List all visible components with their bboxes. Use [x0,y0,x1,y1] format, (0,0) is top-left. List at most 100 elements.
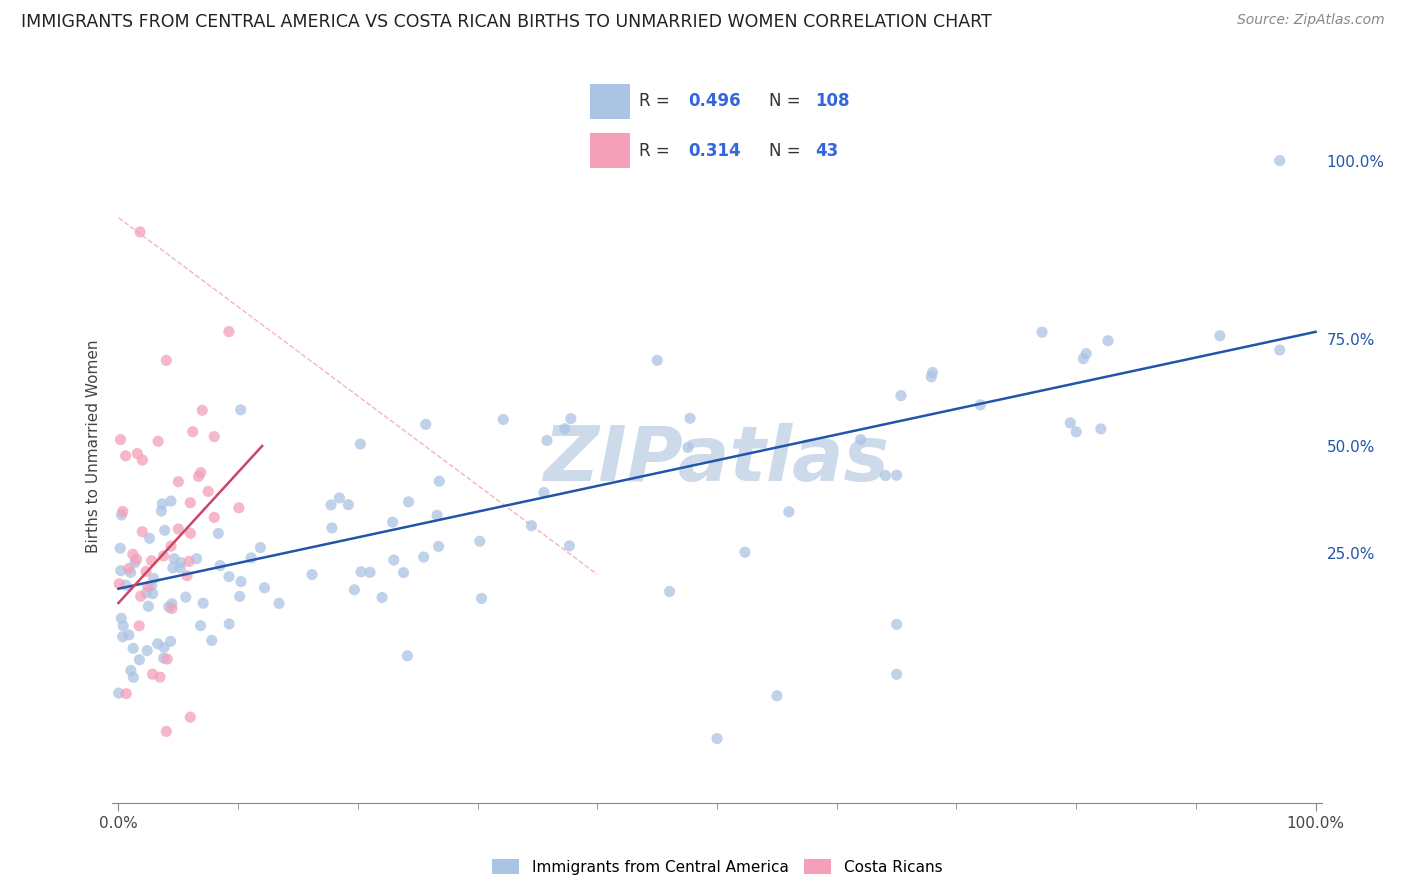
Point [920,369,942,384]
Point [177,554,200,568]
Point [658,584,681,599]
Point [174,590,197,604]
Point [207,526,229,541]
Point [179,526,201,541]
Point [141,554,163,568]
Point [558,539,581,553]
Point [267,596,290,610]
Point [136,580,159,594]
Point [118,628,141,642]
Point [218,569,240,583]
Text: N =: N = [769,142,806,160]
Point [415,417,437,432]
Point [427,540,450,554]
Point [875,468,897,483]
Point [886,617,908,632]
Point [468,534,491,549]
Point [131,524,153,539]
Point [359,566,381,580]
Point [135,565,157,579]
Point [138,531,160,545]
Text: ZIPatlas: ZIPatlas [544,424,890,497]
Point [398,495,420,509]
Point [1031,325,1053,339]
Point [412,550,434,565]
Point [218,617,240,632]
Point [163,551,186,566]
Point [128,653,150,667]
Point [520,518,543,533]
Point [122,670,145,684]
Point [167,522,190,536]
Text: 43: 43 [815,142,839,160]
Point [141,578,163,592]
Text: N =: N = [769,93,806,111]
Point [150,504,173,518]
Point [228,500,250,515]
Point [160,597,183,611]
Point [343,582,366,597]
Point [107,686,129,700]
Point [427,474,450,488]
Point [121,547,143,561]
Point [1209,328,1232,343]
Legend: Immigrants from Central America, Costa Ricans: Immigrants from Central America, Costa R… [486,853,948,880]
Point [108,577,131,591]
Point [169,561,191,575]
Point [337,498,360,512]
Point [396,648,419,663]
Point [554,422,576,436]
Point [129,589,152,603]
Point [321,521,343,535]
Point [160,601,183,615]
Point [190,466,212,480]
Point [110,564,132,578]
Point [229,402,252,417]
Point [536,434,558,448]
Point [127,447,149,461]
Point [218,325,240,339]
Point [1071,351,1094,366]
Point [778,505,800,519]
Point [120,664,142,678]
Point [142,571,165,585]
Point [319,498,342,512]
Point [886,468,908,483]
Point [381,515,404,529]
Point [167,475,190,489]
Point [122,641,145,656]
Point [249,541,271,555]
Bar [589,133,630,168]
Point [155,353,177,368]
Point [197,484,219,499]
Point [114,824,136,838]
Point [560,411,582,425]
Point [115,578,138,592]
Point [734,545,756,559]
Point [191,403,214,417]
Point [179,496,201,510]
Point [146,637,169,651]
Point [1097,334,1119,348]
Point [110,541,132,556]
Point [159,634,181,648]
Point [229,574,252,589]
Point [125,552,148,566]
Point [153,640,176,655]
Text: 0.314: 0.314 [689,142,741,160]
Point [328,491,350,505]
Point [349,437,371,451]
Point [120,566,142,580]
Point [190,618,212,632]
Point [153,523,176,537]
Point [1268,343,1291,357]
Point [110,611,132,625]
Point [160,539,183,553]
Point [202,510,225,524]
Point [115,687,138,701]
Point [679,411,702,425]
Point [135,585,157,599]
Point [645,353,668,368]
Point [492,412,515,426]
Point [392,566,415,580]
